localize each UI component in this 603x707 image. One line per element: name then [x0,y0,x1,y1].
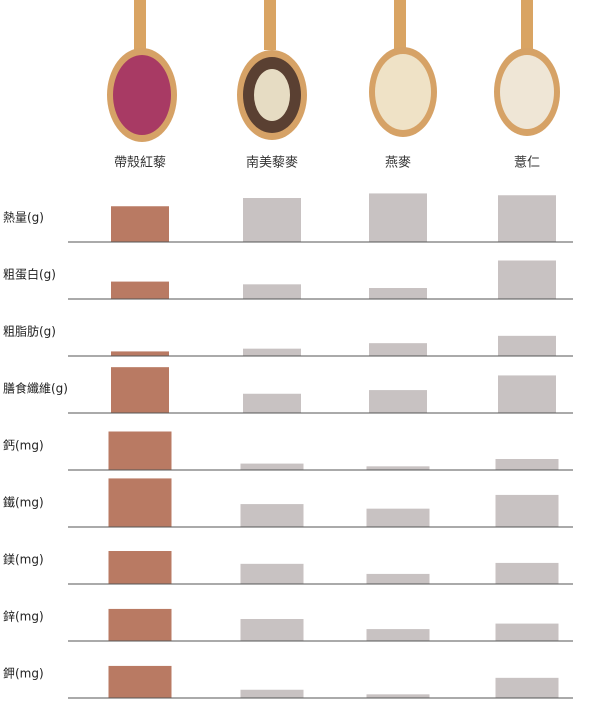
bar [498,195,556,242]
category-label: 燕麥 [385,155,411,171]
bar [369,288,427,299]
bar [108,665,172,698]
row-label: 粗脂肪(g) [3,324,56,339]
bar [108,431,172,470]
bar [495,562,559,584]
bar [366,573,430,584]
bar [366,694,430,698]
bar [243,393,301,413]
row-label: 鉀(mg) [3,667,44,681]
row-label: 鋅(mg) [3,609,44,624]
row-label: 熱量(g) [3,211,44,225]
bar [111,351,169,356]
row-label: 鐵(mg) [3,495,44,510]
bar [240,619,304,641]
bar [108,551,172,584]
bar [498,375,556,413]
bar [369,343,427,356]
category-label: 帶殼紅藜 [114,156,166,171]
bar [495,494,559,527]
row-label: 膳食纖維(g) [3,381,68,396]
row-label: 鎂(mg) [3,552,44,567]
row-label: 鈣(mg) [3,439,44,453]
bar [108,478,172,527]
bar [366,466,430,470]
bar [240,563,304,584]
bar [240,463,304,470]
bar [111,206,169,242]
bar [240,504,304,527]
bar [369,390,427,413]
spoons [107,0,560,142]
bar [498,335,556,356]
bar [495,623,559,641]
bar [498,260,556,299]
bar [366,508,430,527]
bar [243,348,301,356]
bar [369,193,427,242]
bar [495,677,559,698]
category-label: 薏仁 [514,156,540,171]
bar [108,608,172,641]
bar [243,284,301,299]
row-label: 粗蛋白(g) [3,267,56,282]
bar [495,459,559,470]
bar [111,281,169,299]
bar [240,689,304,698]
category-label: 南美藜麥 [246,155,298,171]
bar [111,367,169,413]
bar [366,629,430,641]
bar [243,198,301,242]
